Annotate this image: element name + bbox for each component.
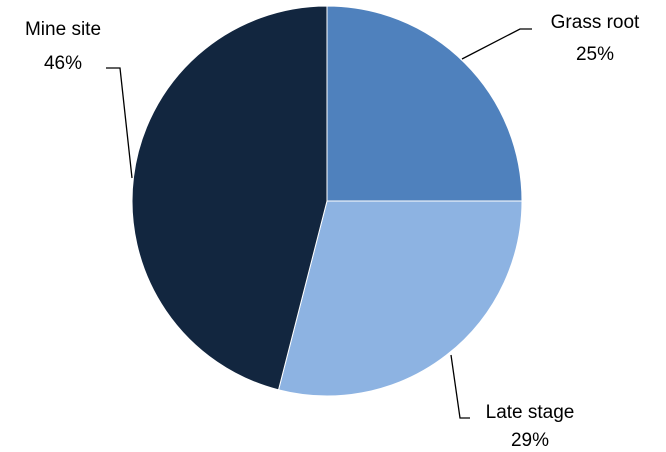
pie-slice-mine-site — [131, 5, 328, 391]
pie-slice-grass-root — [326, 5, 523, 202]
leader-line-grass-root — [461, 28, 532, 60]
slice-label-late-stage: Late stage 29% — [450, 354, 575, 451]
value-late-stage: 29% — [511, 430, 549, 451]
leader-line-late-stage — [450, 354, 470, 419]
leader-line-mine-site — [106, 67, 133, 179]
value-grass-root: 25% — [576, 44, 614, 65]
slice-label-mine-site: Mine site 46% — [25, 19, 133, 179]
label-grass-root: Grass root — [551, 12, 640, 33]
pie-slice-late-stage — [277, 200, 523, 397]
pie-slices — [131, 5, 523, 397]
value-mine-site: 46% — [44, 53, 82, 74]
label-mine-site: Mine site — [25, 19, 101, 40]
label-late-stage: Late stage — [486, 402, 575, 423]
slice-label-grass-root: Grass root 25% — [461, 12, 640, 65]
